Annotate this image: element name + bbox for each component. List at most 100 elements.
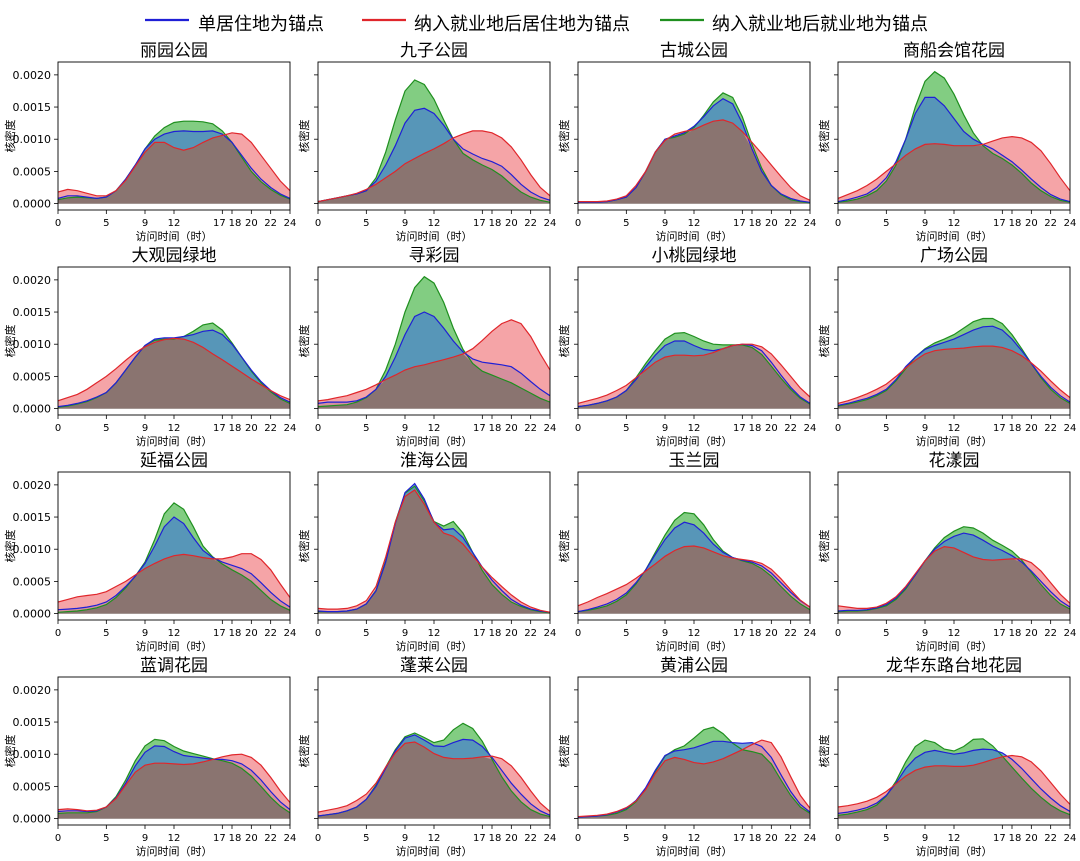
panel-16: 龙华东路台地花园 0 5 9 12 17 18 20 22 24 访问时间（时） 核密度 <box>817 656 1076 858</box>
x-tick-label: 20 <box>245 423 258 434</box>
legend-item-single-residence: 单居住地为锚点 <box>145 14 324 35</box>
kde-line-series-3 <box>58 502 290 613</box>
x-tick-label: 24 <box>284 628 297 639</box>
x-tick-label: 12 <box>688 628 701 639</box>
x-axis-label: 访问时间（时） <box>656 640 733 653</box>
x-tick-label: 12 <box>428 833 441 844</box>
x-tick-label: 24 <box>1064 833 1077 844</box>
x-tick-label: 5 <box>103 218 109 229</box>
y-axis-label: 核密度 <box>557 530 571 563</box>
x-tick-label: 24 <box>284 833 297 844</box>
x-tick-label: 18 <box>489 423 502 434</box>
x-tick-label: 20 <box>765 423 778 434</box>
x-tick-label: 18 <box>489 628 502 639</box>
x-tick-label: 17 <box>993 423 1006 434</box>
panel-1: 丽园公园 0 5 9 12 17 18 20 22 24 访问时间（时） 0.0000 0.0005 0.… <box>3 41 296 243</box>
x-tick-label: 5 <box>883 218 889 229</box>
x-tick-label: 17 <box>473 423 486 434</box>
x-tick-label: 20 <box>505 628 518 639</box>
y-tick-label: 0.0010 <box>13 543 52 556</box>
panel-title: 淮海公园 <box>400 451 468 471</box>
x-tick-label: 22 <box>264 628 277 639</box>
x-tick-label: 5 <box>623 218 629 229</box>
x-tick-label: 18 <box>229 628 242 639</box>
x-tick-label: 5 <box>103 833 109 844</box>
legend-label-workplace-with-work: 纳入就业地后就业地为锚点 <box>712 14 928 35</box>
kde-overlap-area <box>578 546 810 614</box>
y-tick-label: 0.0010 <box>13 748 52 761</box>
x-tick-label: 18 <box>229 423 242 434</box>
kde-overlap-area <box>838 546 1070 614</box>
panel-title: 黄浦公园 <box>660 656 728 676</box>
x-tick-label: 9 <box>402 423 408 434</box>
x-tick-label: 0 <box>835 628 841 639</box>
kde-line-series-1 <box>318 311 550 404</box>
x-tick-label: 12 <box>948 628 961 639</box>
x-tick-label: 12 <box>168 833 181 844</box>
kde-line-series-1 <box>838 748 1070 814</box>
x-tick-label: 12 <box>428 218 441 229</box>
x-axis-label: 访问时间（时） <box>916 845 993 858</box>
kde-line-series-3 <box>838 738 1070 816</box>
x-tick-label: 12 <box>428 423 441 434</box>
x-tick-label: 5 <box>363 833 369 844</box>
kde-line-series-2 <box>838 545 1070 609</box>
x-tick-label: 0 <box>835 218 841 229</box>
x-tick-label: 9 <box>922 218 928 229</box>
kde-overlap-area <box>318 139 550 204</box>
x-axis-label: 访问时间（时） <box>396 640 473 653</box>
kde-line-series-2 <box>578 545 810 608</box>
x-axis-label: 访问时间（时） <box>136 640 213 653</box>
x-tick-label: 9 <box>662 628 668 639</box>
kde-overlap-area <box>838 346 1070 409</box>
y-axis-label: 核密度 <box>297 530 311 563</box>
panel-6: 寻彩园 0 5 9 12 17 18 20 22 24 访问时间（时） 核密度 <box>297 246 556 448</box>
y-axis-label: 核密度 <box>557 325 571 358</box>
panel-10: 淮海公园 0 5 9 12 17 18 20 22 24 访问时间（时） 核密度 <box>297 451 556 653</box>
y-axis-label: 核密度 <box>297 325 311 358</box>
y-tick-label: 0.0020 <box>13 69 52 82</box>
x-tick-label: 18 <box>749 833 762 844</box>
x-tick-label: 17 <box>213 833 226 844</box>
x-tick-label: 22 <box>784 833 797 844</box>
x-tick-label: 24 <box>804 833 817 844</box>
kde-overlap-area <box>318 490 550 614</box>
x-tick-label: 0 <box>315 833 321 844</box>
x-tick-label: 5 <box>883 833 889 844</box>
x-tick-label: 18 <box>1009 833 1022 844</box>
x-tick-label: 9 <box>402 218 408 229</box>
x-tick-label: 22 <box>784 423 797 434</box>
x-tick-label: 5 <box>363 218 369 229</box>
x-tick-label: 9 <box>142 833 148 844</box>
panel-title: 古城公园 <box>660 41 728 61</box>
x-tick-label: 0 <box>835 833 841 844</box>
kde-line-series-2 <box>318 741 550 813</box>
x-tick-label: 0 <box>575 218 581 229</box>
kde-overlap-area <box>58 554 290 614</box>
y-axis-label: 核密度 <box>817 120 831 153</box>
x-axis-label: 访问时间（时） <box>396 435 473 448</box>
kde-overlap-area <box>578 344 810 409</box>
panel-13: 蓝调花园 0 5 9 12 17 18 20 22 24 访问时间（时） 0.0000 0.0005 0.… <box>3 656 296 858</box>
x-tick-label: 22 <box>524 833 537 844</box>
x-tick-label: 18 <box>749 423 762 434</box>
x-tick-label: 24 <box>544 628 557 639</box>
x-tick-label: 0 <box>315 628 321 639</box>
x-tick-label: 24 <box>544 423 557 434</box>
panel-title: 寻彩园 <box>409 246 460 266</box>
x-tick-label: 22 <box>524 423 537 434</box>
x-tick-label: 12 <box>948 423 961 434</box>
kde-line-series-1 <box>318 734 550 817</box>
x-tick-label: 17 <box>733 423 746 434</box>
kde-line-series-3 <box>838 70 1070 203</box>
y-tick-label: 0.0000 <box>13 813 52 826</box>
x-tick-label: 17 <box>733 833 746 844</box>
kde-overlap-area <box>318 742 550 819</box>
y-tick-label: 0.0015 <box>13 306 52 319</box>
kde-overlap-area <box>578 749 810 819</box>
x-tick-label: 18 <box>1009 423 1022 434</box>
x-tick-label: 24 <box>1064 423 1077 434</box>
x-tick-label: 17 <box>213 218 226 229</box>
kde-line-series-2 <box>318 319 550 402</box>
